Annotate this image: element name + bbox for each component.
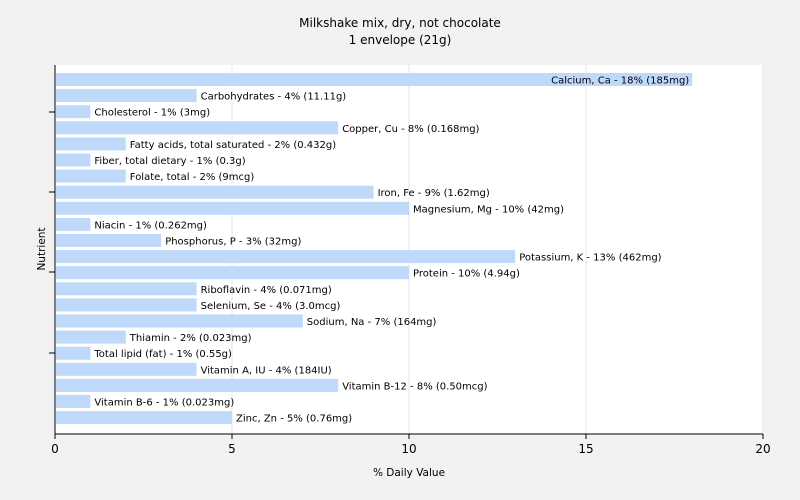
bar-label: Sodium, Na - 7% (164mg) [307,317,437,328]
y-axis-label: Nutrient [36,227,48,270]
bar [56,378,339,392]
bar-label: Calcium, Ca - 18% (185mg) [551,76,689,87]
bar-label: Potassium, K - 13% (462mg) [519,253,661,264]
bar [56,282,197,296]
bar [56,73,693,86]
bar [56,105,91,119]
bar-label: Magnesium, Mg - 10% (42mg) [413,204,564,215]
bar [56,153,91,167]
bar-labels: Calcium, Ca - 18% (185mg) Carbohydrates -… [93,76,689,425]
x-tick-label: 0 [51,442,59,456]
bar-label: Folate, total - 2% (9mcg) [130,172,255,183]
bar [56,298,197,312]
chart-subtitle: 1 envelope (21g) [349,33,452,47]
bars [56,73,693,425]
bar [56,250,516,264]
bar [56,330,126,344]
bar [56,234,162,247]
bar [56,185,374,199]
bar [56,266,409,280]
bar [56,411,232,425]
x-ticks: 0 5 10 15 20 [49,111,771,456]
x-tick-label: 10 [401,442,416,456]
bar-label: Riboflavin - 4% (0.071mg) [201,285,332,296]
bar [56,169,126,183]
bar [56,217,91,231]
bar-label: Vitamin B-12 - 8% (0.50mcg) [342,381,487,392]
x-tick-label: 15 [578,442,593,456]
bar-label: Phosphorus, P - 3% (32mg) [165,237,301,248]
bar-label: Iron, Fe - 9% (1.62mg) [378,188,490,199]
x-axis-label: % Daily Value [373,467,445,479]
bar [56,89,197,103]
bar-label: Vitamin A, IU - 4% (184IU) [201,365,332,376]
bar-label: Niacin - 1% (0.262mg) [94,220,207,231]
bar-label: Zinc, Zn - 5% (0.76mg) [236,414,352,425]
chart-title: Milkshake mix, dry, not chocolate [299,16,501,30]
bar [56,121,339,135]
bar-label: Vitamin B-6 - 1% (0.023mg) [94,398,234,409]
bar-label: Cholesterol - 1% (3mg) [94,108,210,119]
bar-label: Fatty acids, total saturated - 2% (0.432… [130,140,336,151]
bar-label: Protein - 10% (4.94g) [413,269,520,280]
bar [56,346,91,360]
bar [56,137,126,151]
bar [56,362,197,376]
bar-label: Copper, Cu - 8% (0.168mg) [342,124,479,135]
bar-label: Thiamin - 2% (0.023mg) [129,333,252,344]
bar-label: Carbohydrates - 4% (11.11g) [201,92,347,103]
bar [56,314,303,328]
bar-label: Fiber, total dietary - 1% (0.3g) [94,156,245,167]
bar [56,395,91,408]
bar [56,201,409,215]
x-tick-label: 20 [755,442,770,456]
x-tick-label: 5 [228,442,236,456]
bar-label: Total lipid (fat) - 1% (0.55g) [93,349,232,360]
bar-label: Selenium, Se - 4% (3.0mcg) [201,301,341,312]
